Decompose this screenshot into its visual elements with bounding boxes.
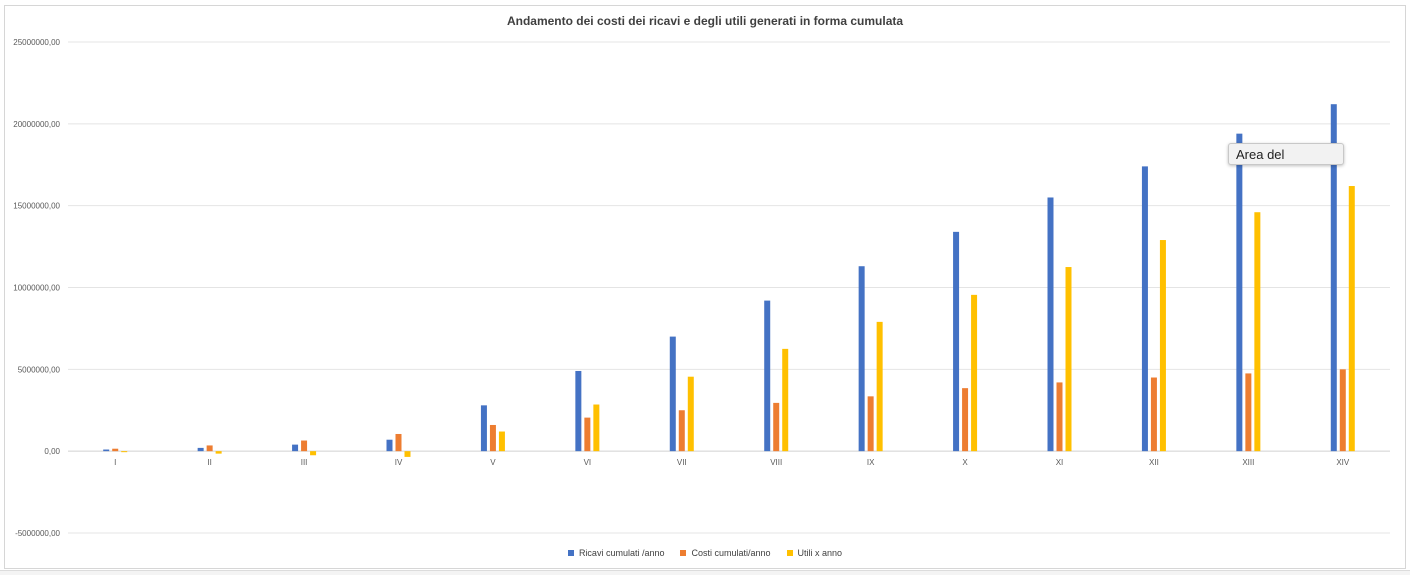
bar-utili-II[interactable] bbox=[215, 451, 222, 454]
legend-item-costi[interactable]: Costi cumulati/anno bbox=[680, 548, 771, 558]
y-tick-label: 15000000,00 bbox=[13, 202, 60, 211]
chart-title: Andamento dei costi dei ricavi e degli u… bbox=[506, 14, 904, 28]
bar-utili-VI[interactable] bbox=[593, 404, 600, 452]
tooltip: Area del bbox=[1228, 143, 1344, 165]
bar-costi-V[interactable] bbox=[489, 424, 496, 452]
bar-costi-II[interactable] bbox=[206, 445, 213, 452]
bar-ricavi-XIV[interactable] bbox=[1330, 104, 1337, 452]
bar-utili-IV[interactable] bbox=[404, 451, 411, 457]
bar-costi-VIII[interactable] bbox=[773, 402, 780, 452]
bar-utili-I[interactable] bbox=[121, 451, 128, 453]
bar-ricavi-III[interactable] bbox=[292, 444, 299, 452]
bar-ricavi-X[interactable] bbox=[953, 231, 960, 452]
bar-costi-IX[interactable] bbox=[867, 396, 874, 452]
bar-costi-XIII[interactable] bbox=[1245, 373, 1252, 452]
bar-costi-XI[interactable] bbox=[1056, 382, 1063, 452]
bar-ricavi-VI[interactable] bbox=[575, 370, 582, 452]
legend-label-utili: Utili x anno bbox=[797, 548, 843, 558]
legend-item-utili[interactable]: Utili x anno bbox=[786, 548, 843, 558]
bar-utili-XIII[interactable] bbox=[1254, 212, 1261, 452]
chart-legend[interactable]: Ricavi cumulati /anno Costi cumulati/ann… bbox=[0, 548, 1410, 558]
bar-costi-XIV[interactable] bbox=[1339, 369, 1346, 452]
bar-ricavi-XI[interactable] bbox=[1047, 197, 1054, 452]
bar-costi-VI[interactable] bbox=[584, 417, 591, 452]
bar-utili-XII[interactable] bbox=[1159, 240, 1166, 452]
sheet-bottom-edge bbox=[0, 570, 1410, 575]
bar-utili-III[interactable] bbox=[310, 451, 317, 456]
bar-ricavi-II[interactable] bbox=[197, 447, 204, 452]
bar-ricavi-V[interactable] bbox=[480, 405, 487, 452]
legend-label-ricavi: Ricavi cumulati /anno bbox=[578, 548, 665, 558]
legend-item-ricavi[interactable]: Ricavi cumulati /anno bbox=[567, 548, 665, 558]
x-tick-label: IX bbox=[867, 458, 875, 467]
bar-costi-IV[interactable] bbox=[395, 433, 402, 452]
bar-ricavi-XII[interactable] bbox=[1141, 166, 1148, 452]
x-tick-label: XII bbox=[1149, 458, 1159, 467]
x-tick-label: VI bbox=[584, 458, 592, 467]
bar-ricavi-IX[interactable] bbox=[858, 266, 865, 452]
bar-ricavi-IV[interactable] bbox=[386, 439, 393, 452]
x-tick-label: IV bbox=[395, 458, 403, 467]
x-tick-label: XIII bbox=[1242, 458, 1254, 467]
legend-swatch-costi bbox=[680, 550, 687, 556]
x-tick-label: XI bbox=[1056, 458, 1064, 467]
y-tick-label: 10000000,00 bbox=[13, 284, 60, 293]
x-tick-label: X bbox=[962, 458, 968, 467]
bar-costi-X[interactable] bbox=[962, 388, 969, 452]
legend-swatch-ricavi bbox=[567, 550, 574, 556]
x-tick-label: I bbox=[114, 458, 116, 467]
x-tick-label: II bbox=[207, 458, 211, 467]
bar-utili-VIII[interactable] bbox=[782, 348, 789, 452]
bar-utili-XI[interactable] bbox=[1065, 267, 1072, 452]
bar-utili-IX[interactable] bbox=[876, 321, 883, 452]
bar-costi-XII[interactable] bbox=[1150, 377, 1157, 452]
bar-utili-XIV[interactable] bbox=[1348, 186, 1355, 452]
x-tick-label: VIII bbox=[770, 458, 782, 467]
bar-ricavi-VIII[interactable] bbox=[764, 300, 771, 452]
x-tick-label: V bbox=[490, 458, 496, 467]
bar-utili-VII[interactable] bbox=[687, 376, 694, 452]
bar-costi-I[interactable] bbox=[112, 448, 119, 452]
legend-swatch-utili bbox=[786, 550, 793, 556]
bar-costi-III[interactable] bbox=[301, 440, 308, 452]
bar-utili-X[interactable] bbox=[971, 294, 978, 452]
bar-ricavi-I[interactable] bbox=[103, 449, 110, 452]
y-tick-label: 20000000,00 bbox=[13, 120, 60, 129]
x-tick-label: III bbox=[301, 458, 308, 467]
bar-costi-VII[interactable] bbox=[678, 410, 685, 452]
y-tick-label: 5000000,00 bbox=[18, 365, 61, 374]
legend-label-costi: Costi cumulati/anno bbox=[691, 548, 771, 558]
x-tick-label: XIV bbox=[1336, 458, 1350, 467]
bar-ricavi-XIII[interactable] bbox=[1236, 133, 1243, 452]
bar-ricavi-VII[interactable] bbox=[669, 336, 676, 452]
y-tick-label: 0,00 bbox=[44, 447, 60, 456]
y-tick-label: -5000000,00 bbox=[15, 529, 60, 538]
bar-utili-V[interactable] bbox=[498, 431, 505, 452]
x-tick-label: VII bbox=[677, 458, 687, 467]
y-tick-label: 25000000,00 bbox=[13, 38, 60, 47]
